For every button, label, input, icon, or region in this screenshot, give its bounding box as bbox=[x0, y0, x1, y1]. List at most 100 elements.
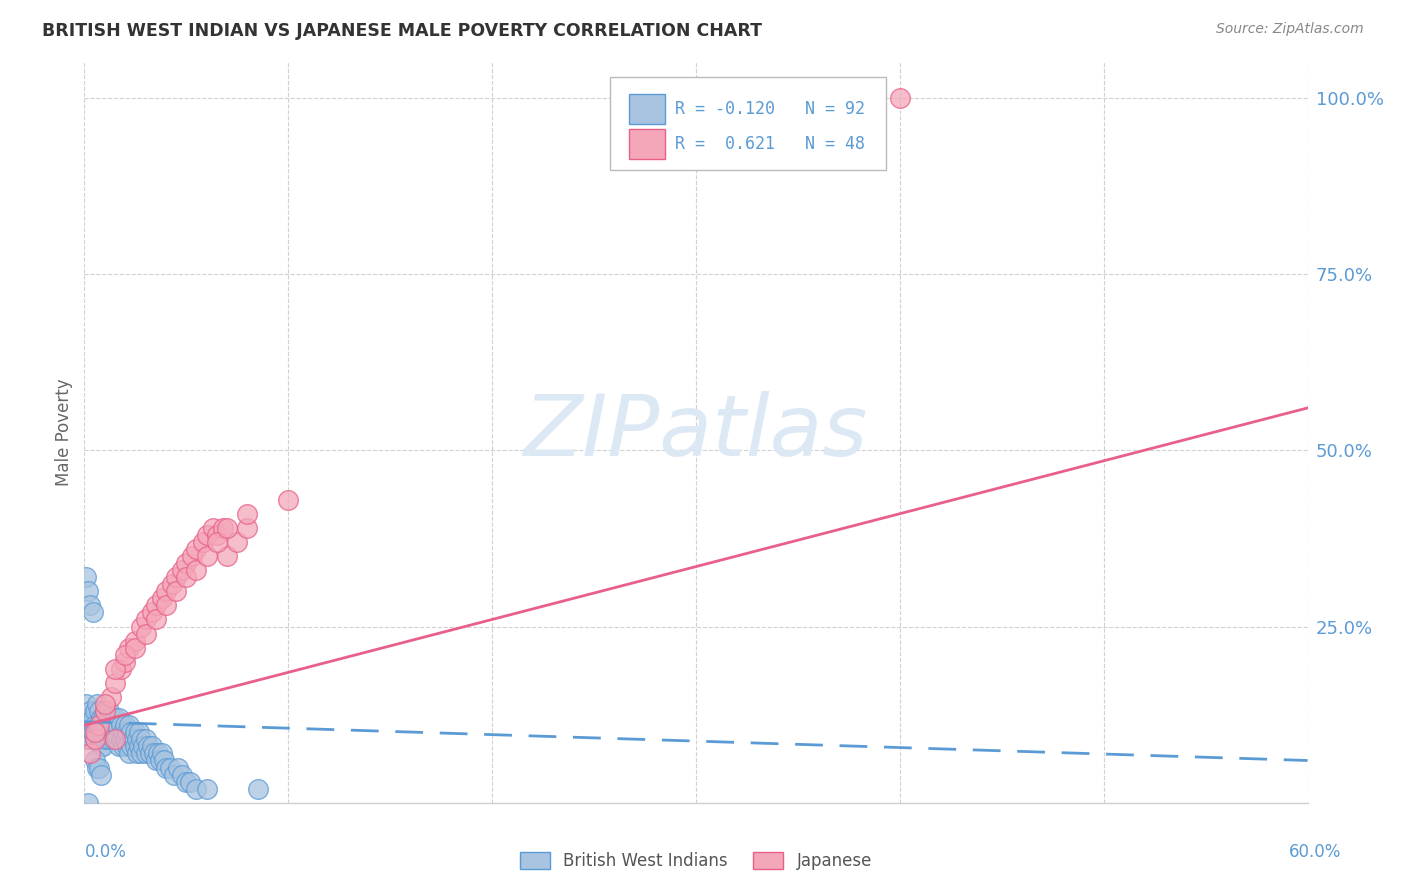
Point bbox=[87, 732, 110, 747]
Point bbox=[115, 739, 138, 754]
Point bbox=[142, 747, 165, 761]
Text: ZIPatlas: ZIPatlas bbox=[524, 391, 868, 475]
Point bbox=[889, 91, 911, 105]
Point bbox=[118, 747, 141, 761]
Point bbox=[155, 599, 177, 613]
Point bbox=[82, 725, 104, 739]
Point bbox=[86, 697, 108, 711]
Point bbox=[90, 711, 112, 725]
Point bbox=[155, 584, 177, 599]
Point bbox=[201, 521, 224, 535]
Point bbox=[82, 606, 104, 620]
Point bbox=[114, 655, 136, 669]
Point bbox=[236, 521, 259, 535]
Point bbox=[205, 535, 228, 549]
Point bbox=[87, 718, 110, 732]
Point bbox=[131, 619, 153, 633]
Point bbox=[110, 718, 132, 732]
Point bbox=[91, 725, 114, 739]
Point bbox=[131, 732, 153, 747]
Point bbox=[150, 747, 173, 761]
Point bbox=[108, 711, 131, 725]
Point bbox=[128, 739, 150, 754]
Point bbox=[96, 711, 118, 725]
Point bbox=[136, 739, 159, 754]
Point bbox=[93, 718, 115, 732]
Point bbox=[115, 725, 138, 739]
Point bbox=[146, 747, 169, 761]
Point bbox=[131, 747, 153, 761]
Point bbox=[90, 767, 112, 781]
Point bbox=[79, 599, 101, 613]
Point bbox=[124, 640, 146, 655]
Point bbox=[145, 612, 167, 626]
Point bbox=[93, 732, 115, 747]
Point bbox=[90, 725, 112, 739]
Point bbox=[100, 690, 122, 704]
Point bbox=[120, 739, 142, 754]
Text: R = -0.120   N = 92: R = -0.120 N = 92 bbox=[675, 100, 865, 118]
Point bbox=[195, 528, 218, 542]
Point bbox=[87, 760, 110, 774]
Point bbox=[174, 774, 197, 789]
Point bbox=[277, 492, 299, 507]
Point bbox=[83, 754, 105, 768]
Point bbox=[135, 626, 157, 640]
FancyBboxPatch shape bbox=[610, 78, 886, 169]
Point bbox=[90, 739, 112, 754]
Point bbox=[79, 704, 101, 718]
Point bbox=[114, 732, 136, 747]
Point bbox=[160, 577, 183, 591]
Point bbox=[217, 521, 239, 535]
Point bbox=[77, 796, 100, 810]
Point bbox=[145, 599, 167, 613]
Point bbox=[212, 521, 235, 535]
Bar bbox=[628, 129, 665, 159]
Point bbox=[217, 549, 239, 563]
Point bbox=[118, 718, 141, 732]
Point bbox=[174, 570, 197, 584]
Legend: British West Indians, Japanese: British West Indians, Japanese bbox=[513, 846, 879, 877]
Point bbox=[86, 760, 108, 774]
Point bbox=[93, 704, 115, 718]
Point bbox=[226, 535, 249, 549]
Point bbox=[104, 725, 127, 739]
Point bbox=[118, 640, 141, 655]
Point bbox=[186, 541, 208, 556]
Point bbox=[195, 781, 218, 796]
Point bbox=[83, 718, 105, 732]
Point bbox=[104, 711, 127, 725]
Point bbox=[77, 584, 100, 599]
Point bbox=[83, 704, 105, 718]
Point bbox=[155, 760, 177, 774]
Point bbox=[110, 662, 132, 676]
Point bbox=[122, 732, 145, 747]
Point bbox=[96, 725, 118, 739]
Point bbox=[135, 612, 157, 626]
Point bbox=[77, 725, 100, 739]
Point bbox=[105, 732, 128, 747]
Point bbox=[120, 725, 142, 739]
Point bbox=[91, 739, 114, 754]
Point bbox=[205, 528, 228, 542]
Point bbox=[75, 570, 97, 584]
Point bbox=[104, 676, 127, 690]
Point bbox=[91, 711, 114, 725]
Point bbox=[108, 739, 131, 754]
Point bbox=[163, 767, 186, 781]
Point bbox=[179, 774, 201, 789]
Point bbox=[83, 732, 105, 747]
Point bbox=[77, 711, 100, 725]
Point bbox=[246, 781, 269, 796]
Point bbox=[191, 535, 214, 549]
Point bbox=[141, 606, 163, 620]
Point bbox=[77, 732, 100, 747]
Text: R =  0.621   N = 48: R = 0.621 N = 48 bbox=[675, 135, 865, 153]
Point bbox=[145, 754, 167, 768]
Bar bbox=[628, 95, 665, 124]
Point bbox=[172, 767, 194, 781]
Point bbox=[150, 591, 173, 606]
Point bbox=[181, 549, 204, 563]
Point bbox=[93, 697, 115, 711]
Point bbox=[97, 704, 120, 718]
